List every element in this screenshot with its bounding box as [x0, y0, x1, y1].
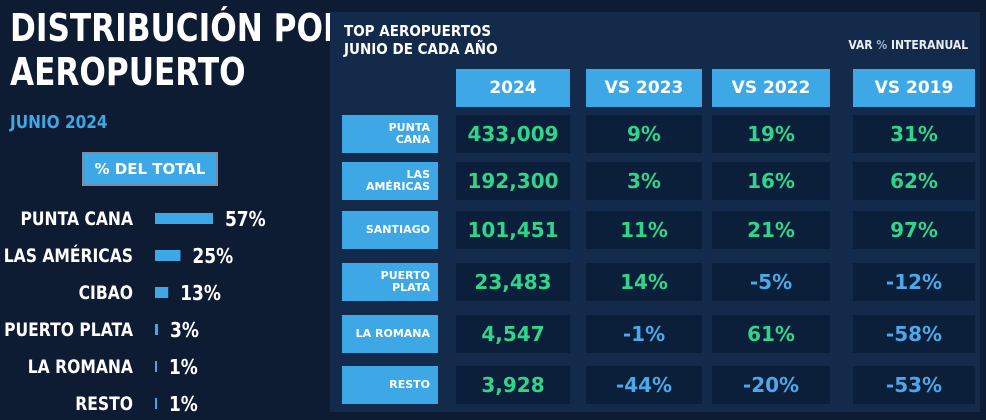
table-cell-variation: 31%: [853, 115, 975, 153]
column-header: 2024: [456, 69, 570, 107]
airport-name: PUNTA CANA: [389, 122, 430, 146]
share-badge: % DEL TOTAL: [82, 152, 218, 186]
note-suffix: INTERANUAL: [887, 38, 968, 52]
row-airport-label: LAS AMÉRICAS: [342, 162, 438, 200]
airport-name-line-2: CANA: [395, 133, 430, 146]
table-cell-variation: 97%: [853, 211, 975, 249]
table-cell-variation: -44%: [586, 366, 702, 404]
airport-name: PUERTO PLATA: [381, 270, 430, 294]
bar-category-label: PUERTO PLATA: [4, 320, 133, 342]
bar-value-label: 13%: [180, 283, 221, 306]
bar-category-label: CIBAO: [79, 283, 133, 305]
airport-name: LAS AMÉRICAS: [366, 169, 430, 193]
table-cell-variation: 61%: [712, 315, 830, 353]
share-bar: [155, 398, 157, 409]
table-cell-volume: 3,928: [456, 366, 570, 404]
title-line-1: DISTRIBUCIÓN POR: [10, 6, 347, 50]
table-cell-variation: 62%: [853, 162, 975, 200]
table-cell-variation: 11%: [586, 211, 702, 249]
airport-name-line-1: PUNTA: [388, 121, 430, 134]
table-cell-volume: 192,300: [456, 162, 570, 200]
note-prefix: VAR: [848, 38, 877, 52]
table-cell-volume: 433,009: [456, 115, 570, 153]
bar-category-label: LA ROMANA: [28, 357, 134, 379]
table-cell-variation: 9%: [586, 115, 702, 153]
top-airports-panel: TOP AEROPUERTOS JUNIO DE CADA AÑO VAR % …: [330, 12, 980, 412]
bar-value-label: 25%: [192, 246, 233, 269]
table-cell-variation: -5%: [712, 263, 830, 301]
row-airport-label: RESTO: [342, 366, 438, 404]
variation-note: VAR % INTERANUAL: [848, 38, 968, 52]
table-cell-variation: 19%: [712, 115, 830, 153]
share-bar: [155, 287, 169, 298]
bar-category-label: LAS AMÉRICAS: [4, 243, 133, 267]
share-bar-chart: PUNTA CANA 57% LAS AMÉRICAS 25% CIBAO 13% PUER…: [4, 209, 266, 417]
share-bar: [155, 361, 157, 372]
table-cell-volume: 23,483: [456, 263, 570, 301]
row-airport-label: SANTIAGO: [342, 211, 438, 249]
bar-value-label: 57%: [225, 209, 266, 232]
airport-name-line-1: LA ROMANA: [355, 327, 430, 340]
table-title: TOP AEROPUERTOS JUNIO DE CADA AÑO: [344, 22, 498, 58]
airport-name: LA ROMANA: [356, 328, 430, 340]
airport-name: SANTIAGO: [366, 224, 430, 236]
table-title-line-1: TOP AEROPUERTOS: [344, 22, 492, 40]
row-airport-label: PUERTO PLATA: [342, 263, 438, 301]
table-cell-variation: -1%: [586, 315, 702, 353]
table-cell-variation: -53%: [853, 366, 975, 404]
table-cell-variation: -12%: [853, 263, 975, 301]
column-header: VS 2023: [586, 69, 702, 107]
airport-name-line-1: SANTIAGO: [365, 223, 430, 236]
row-airport-label: PUNTA CANA: [342, 115, 438, 153]
airport-name-line-2: AMÉRICAS: [365, 180, 430, 193]
airport-name-line-1: LAS: [406, 168, 430, 181]
airport-name-line-2: PLATA: [392, 281, 430, 294]
table-cell-variation: 16%: [712, 162, 830, 200]
bar-value-label: 1%: [169, 394, 198, 417]
row-airport-label: LA ROMANA: [342, 315, 438, 353]
column-header: VS 2022: [712, 69, 830, 107]
subtitle: JUNIO 2024: [10, 112, 108, 133]
table-cell-variation: -20%: [712, 366, 830, 404]
title-line-2: AEROPUERTO: [10, 50, 246, 94]
share-bar: [155, 324, 159, 335]
bar-category-label: PUNTA CANA: [20, 209, 133, 231]
airport-name: RESTO: [389, 379, 430, 391]
table-cell-volume: 101,451: [456, 211, 570, 249]
table-cell-variation: -58%: [853, 315, 975, 353]
bar-category-label: RESTO: [75, 394, 133, 416]
column-header: VS 2019: [853, 69, 975, 107]
airport-name-line-1: RESTO: [389, 378, 430, 391]
page-title: DISTRIBUCIÓN POR AEROPUERTO: [10, 6, 347, 94]
bar-value-label: 3%: [170, 320, 199, 343]
table-cell-variation: 14%: [586, 263, 702, 301]
table-cell-variation: 21%: [712, 211, 830, 249]
share-bar: [155, 213, 213, 224]
note-pct: %: [876, 38, 888, 52]
bar-value-label: 1%: [169, 357, 198, 380]
table-title-line-2: JUNIO DE CADA AÑO: [344, 40, 498, 58]
distribution-panel: DISTRIBUCIÓN POR AEROPUERTO JUNIO 2024 %…: [0, 0, 347, 420]
airport-name-line-1: PUERTO: [380, 269, 430, 282]
table-cell-volume: 4,547: [456, 315, 570, 353]
table-cell-variation: 3%: [586, 162, 702, 200]
share-bar: [155, 250, 181, 261]
